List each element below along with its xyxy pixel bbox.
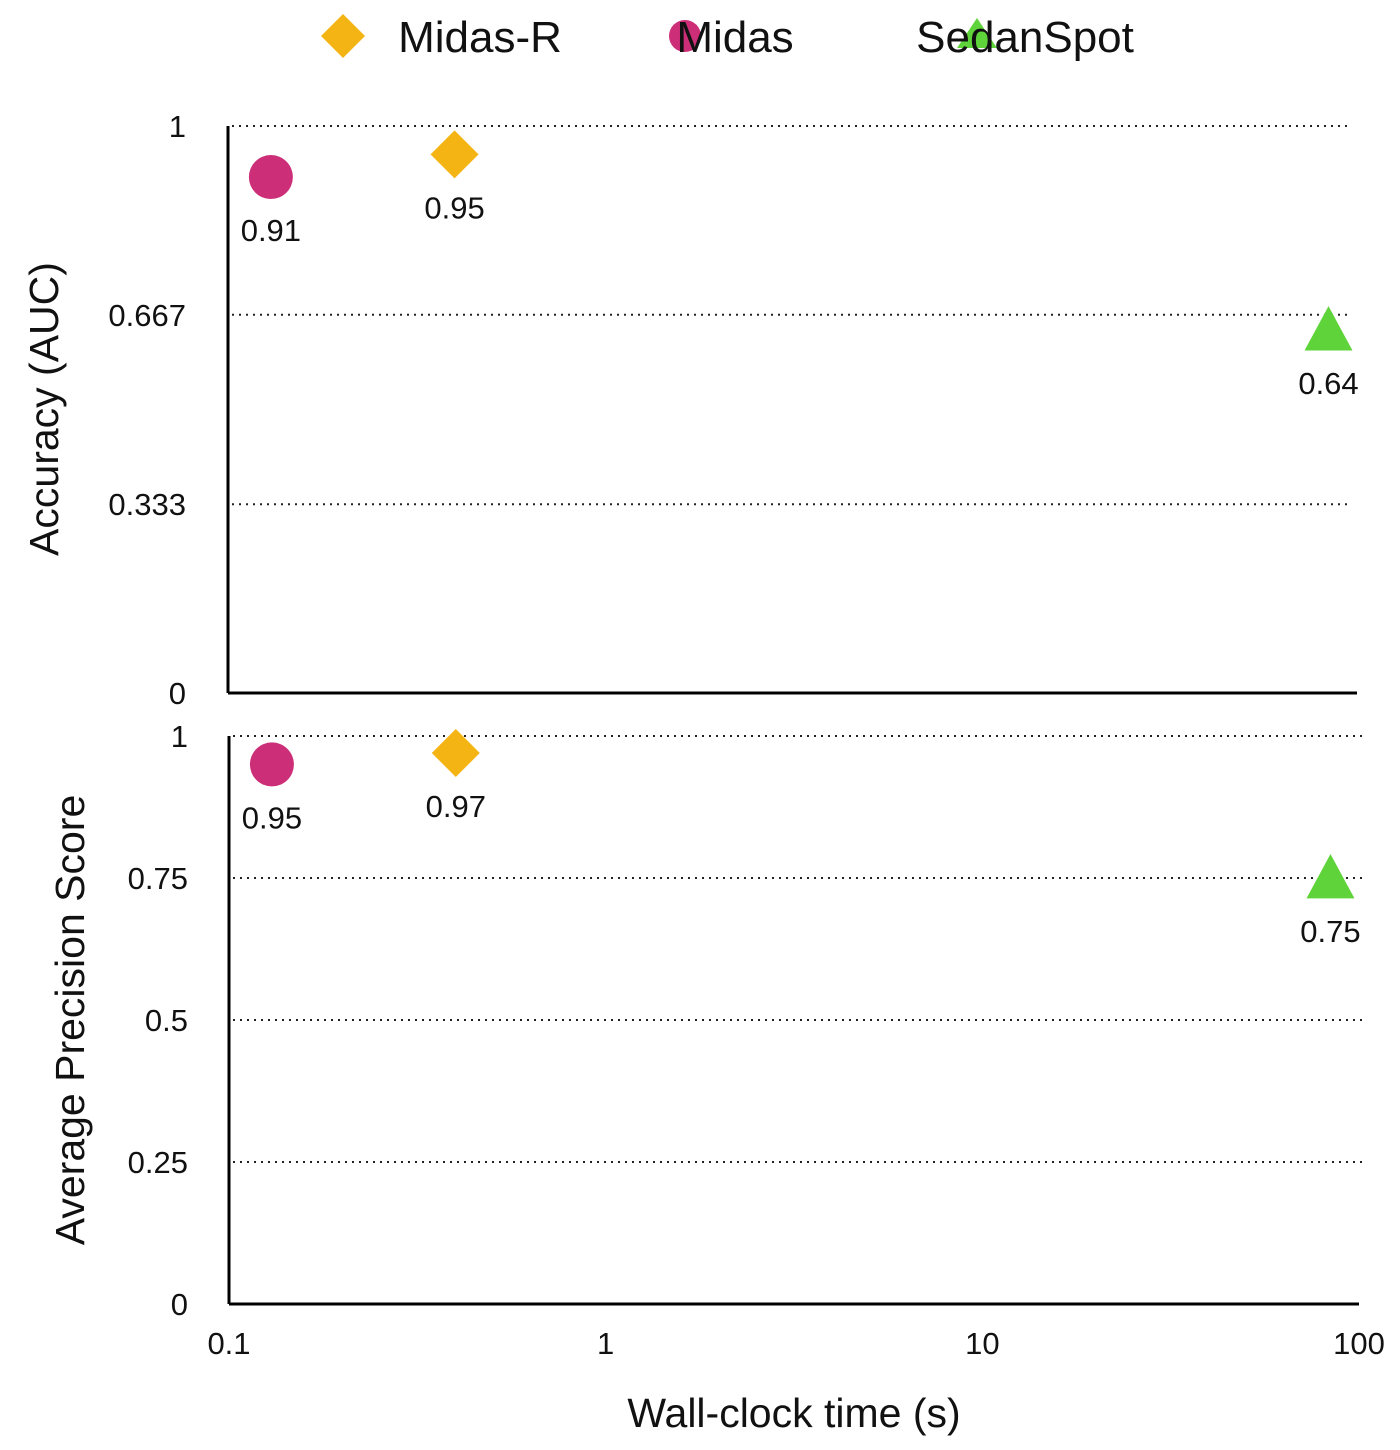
legend-label: SedanSpot bbox=[916, 13, 1134, 62]
y-tick-label: 0 bbox=[169, 676, 186, 711]
legend-triangle-marker bbox=[957, 18, 997, 48]
accuracy-panel: 0 0.333 0.667 1 Accuracy (AUC) 0.91 0.95 0.64 bbox=[21, 109, 1359, 711]
legend-label: Midas-R bbox=[398, 13, 562, 62]
y-tick-label: 0.25 bbox=[128, 1145, 188, 1180]
y-tick-label: 0.667 bbox=[108, 298, 186, 333]
data-point-sedanspot bbox=[1306, 854, 1355, 899]
legend: Midas-R Midas SedanSpot bbox=[321, 13, 1134, 62]
data-point-midas-r bbox=[430, 130, 479, 179]
y-tick-label: 0.75 bbox=[128, 861, 188, 896]
y-tick-label: 0.333 bbox=[108, 487, 186, 522]
data-label: 0.91 bbox=[241, 213, 301, 248]
legend-diamond-marker bbox=[321, 14, 365, 58]
data-point-midas bbox=[249, 742, 294, 787]
data-label: 0.64 bbox=[1298, 366, 1358, 401]
y-tick-label: 1 bbox=[169, 109, 186, 144]
legend-circle-marker bbox=[669, 20, 701, 52]
x-tick-label: 10 bbox=[965, 1326, 999, 1361]
data-label: 0.75 bbox=[1300, 914, 1360, 949]
data-point-sedanspot bbox=[1304, 306, 1353, 351]
legend-item: Midas-R bbox=[321, 13, 562, 62]
y-axis-label: Accuracy (AUC) bbox=[21, 262, 67, 556]
data-point-midas-r bbox=[431, 729, 480, 778]
data-label: 0.97 bbox=[426, 789, 486, 824]
x-tick-label: 1 bbox=[597, 1326, 614, 1361]
y-tick-label: 1 bbox=[171, 719, 188, 754]
x-tick-label: 100 bbox=[1333, 1326, 1385, 1361]
legend-item: SedanSpot bbox=[916, 13, 1134, 62]
data-label: 0.95 bbox=[242, 800, 302, 835]
y-axis-label: Average Precision Score bbox=[47, 795, 93, 1245]
y-tick-label: 0 bbox=[171, 1287, 188, 1322]
legend-item: Midas bbox=[669, 13, 794, 62]
data-point-midas bbox=[248, 155, 293, 200]
precision-panel: 0 0.25 0.5 0.75 1 0.1 1 10 100 Average Precision … bbox=[47, 719, 1385, 1436]
x-axis-label: Wall-clock time (s) bbox=[627, 1390, 960, 1436]
y-tick-label: 0.5 bbox=[145, 1003, 188, 1038]
data-label: 0.95 bbox=[424, 190, 484, 225]
x-tick-label: 0.1 bbox=[207, 1326, 250, 1361]
legend-label: Midas bbox=[676, 13, 793, 62]
